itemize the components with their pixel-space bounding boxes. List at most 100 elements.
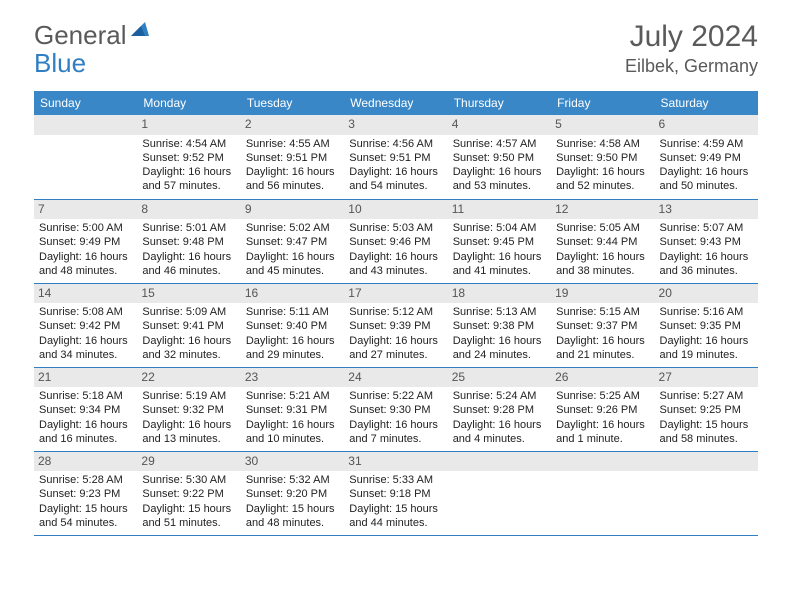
daylight-text-1: Daylight: 16 hours xyxy=(142,334,235,348)
daylight-text-1: Daylight: 16 hours xyxy=(453,418,546,432)
weekday-header: Friday xyxy=(551,91,654,115)
calendar-cell: 2Sunrise: 4:55 AMSunset: 9:51 PMDaylight… xyxy=(241,115,344,199)
calendar-cell: 18Sunrise: 5:13 AMSunset: 9:38 PMDayligh… xyxy=(448,283,551,367)
calendar-cell: 21Sunrise: 5:18 AMSunset: 9:34 PMDayligh… xyxy=(34,367,137,451)
daylight-text-2: and 27 minutes. xyxy=(349,348,442,362)
daylight-text-2: and 48 minutes. xyxy=(39,264,132,278)
calendar-cell: 15Sunrise: 5:09 AMSunset: 9:41 PMDayligh… xyxy=(137,283,240,367)
sunset-text: Sunset: 9:32 PM xyxy=(142,403,235,417)
calendar-cell: 31Sunrise: 5:33 AMSunset: 9:18 PMDayligh… xyxy=(344,451,447,535)
daylight-text-1: Daylight: 16 hours xyxy=(556,418,649,432)
day-number: 9 xyxy=(241,200,344,220)
daylight-text-1: Daylight: 16 hours xyxy=(453,165,546,179)
calendar-cell xyxy=(551,451,654,535)
calendar-cell: 26Sunrise: 5:25 AMSunset: 9:26 PMDayligh… xyxy=(551,367,654,451)
daylight-text-1: Daylight: 15 hours xyxy=(660,418,753,432)
sunrise-text: Sunrise: 5:15 AM xyxy=(556,305,649,319)
daylight-text-2: and 46 minutes. xyxy=(142,264,235,278)
day-number: 30 xyxy=(241,452,344,472)
sunrise-text: Sunrise: 5:08 AM xyxy=(39,305,132,319)
daylight-text-2: and 4 minutes. xyxy=(453,432,546,446)
day-number xyxy=(34,115,137,135)
sunrise-text: Sunrise: 5:18 AM xyxy=(39,389,132,403)
sunset-text: Sunset: 9:43 PM xyxy=(660,235,753,249)
daylight-text-2: and 36 minutes. xyxy=(660,264,753,278)
daylight-text-2: and 7 minutes. xyxy=(349,432,442,446)
day-number: 4 xyxy=(448,115,551,135)
day-number xyxy=(551,452,654,472)
daylight-text-2: and 45 minutes. xyxy=(246,264,339,278)
sunset-text: Sunset: 9:51 PM xyxy=(246,151,339,165)
sunrise-text: Sunrise: 5:03 AM xyxy=(349,221,442,235)
sunrise-text: Sunrise: 5:07 AM xyxy=(660,221,753,235)
sunset-text: Sunset: 9:42 PM xyxy=(39,319,132,333)
sunset-text: Sunset: 9:25 PM xyxy=(660,403,753,417)
day-number: 1 xyxy=(137,115,240,135)
sunrise-text: Sunrise: 4:55 AM xyxy=(246,137,339,151)
weekday-header: Thursday xyxy=(448,91,551,115)
day-number: 6 xyxy=(655,115,758,135)
calendar-cell: 9Sunrise: 5:02 AMSunset: 9:47 PMDaylight… xyxy=(241,199,344,283)
day-number: 7 xyxy=(34,200,137,220)
day-number: 10 xyxy=(344,200,447,220)
daylight-text-2: and 13 minutes. xyxy=(142,432,235,446)
daylight-text-2: and 19 minutes. xyxy=(660,348,753,362)
daylight-text-1: Daylight: 16 hours xyxy=(660,334,753,348)
header: General July 2024 Eilbek, Germany xyxy=(0,0,792,85)
day-number: 27 xyxy=(655,368,758,388)
daylight-text-2: and 21 minutes. xyxy=(556,348,649,362)
sunset-text: Sunset: 9:22 PM xyxy=(142,487,235,501)
daylight-text-1: Daylight: 16 hours xyxy=(349,165,442,179)
day-number: 11 xyxy=(448,200,551,220)
sunrise-text: Sunrise: 5:19 AM xyxy=(142,389,235,403)
sunrise-text: Sunrise: 5:30 AM xyxy=(142,473,235,487)
daylight-text-1: Daylight: 16 hours xyxy=(246,334,339,348)
day-number: 12 xyxy=(551,200,654,220)
day-number: 17 xyxy=(344,284,447,304)
sunset-text: Sunset: 9:37 PM xyxy=(556,319,649,333)
daylight-text-1: Daylight: 15 hours xyxy=(246,502,339,516)
day-number: 31 xyxy=(344,452,447,472)
sunset-text: Sunset: 9:38 PM xyxy=(453,319,546,333)
sunrise-text: Sunrise: 5:01 AM xyxy=(142,221,235,235)
daylight-text-2: and 54 minutes. xyxy=(349,179,442,193)
sunset-text: Sunset: 9:30 PM xyxy=(349,403,442,417)
sunset-text: Sunset: 9:39 PM xyxy=(349,319,442,333)
sunrise-text: Sunrise: 5:21 AM xyxy=(246,389,339,403)
daylight-text-2: and 51 minutes. xyxy=(142,516,235,530)
day-number: 14 xyxy=(34,284,137,304)
day-number: 26 xyxy=(551,368,654,388)
calendar-cell: 11Sunrise: 5:04 AMSunset: 9:45 PMDayligh… xyxy=(448,199,551,283)
calendar-cell: 19Sunrise: 5:15 AMSunset: 9:37 PMDayligh… xyxy=(551,283,654,367)
sunrise-text: Sunrise: 5:09 AM xyxy=(142,305,235,319)
day-number: 21 xyxy=(34,368,137,388)
sunset-text: Sunset: 9:44 PM xyxy=(556,235,649,249)
calendar-cell: 12Sunrise: 5:05 AMSunset: 9:44 PMDayligh… xyxy=(551,199,654,283)
logo-triangle-icon xyxy=(131,18,149,36)
sunrise-text: Sunrise: 5:02 AM xyxy=(246,221,339,235)
sunset-text: Sunset: 9:46 PM xyxy=(349,235,442,249)
calendar-cell: 27Sunrise: 5:27 AMSunset: 9:25 PMDayligh… xyxy=(655,367,758,451)
daylight-text-1: Daylight: 16 hours xyxy=(142,165,235,179)
calendar-cell: 10Sunrise: 5:03 AMSunset: 9:46 PMDayligh… xyxy=(344,199,447,283)
sunset-text: Sunset: 9:40 PM xyxy=(246,319,339,333)
sunrise-text: Sunrise: 4:54 AM xyxy=(142,137,235,151)
daylight-text-2: and 29 minutes. xyxy=(246,348,339,362)
calendar-row: 14Sunrise: 5:08 AMSunset: 9:42 PM Dayligh… xyxy=(34,283,758,367)
calendar-cell xyxy=(34,115,137,199)
daylight-text-2: and 48 minutes. xyxy=(246,516,339,530)
sunrise-text: Sunrise: 5:05 AM xyxy=(556,221,649,235)
calendar-row: 21Sunrise: 5:18 AMSunset: 9:34 PMDayligh… xyxy=(34,367,758,451)
calendar-cell: 16Sunrise: 5:11 AMSunset: 9:40 PMDayligh… xyxy=(241,283,344,367)
sunrise-text: Sunrise: 5:28 AM xyxy=(39,473,132,487)
weekday-header: Tuesday xyxy=(241,91,344,115)
day-number: 8 xyxy=(137,200,240,220)
daylight-text-1: Daylight: 16 hours xyxy=(349,334,442,348)
daylight-text-2: and 24 minutes. xyxy=(453,348,546,362)
daylight-text-1: Daylight: 16 hours xyxy=(39,418,132,432)
sunset-text: Sunset: 9:45 PM xyxy=(453,235,546,249)
calendar-cell: 14Sunrise: 5:08 AMSunset: 9:42 PMDayligh… xyxy=(34,283,137,367)
calendar-cell: 8Sunrise: 5:01 AMSunset: 9:48 PMDaylight… xyxy=(137,199,240,283)
sunrise-text: Sunrise: 5:04 AM xyxy=(453,221,546,235)
sunrise-text: Sunrise: 5:12 AM xyxy=(349,305,442,319)
